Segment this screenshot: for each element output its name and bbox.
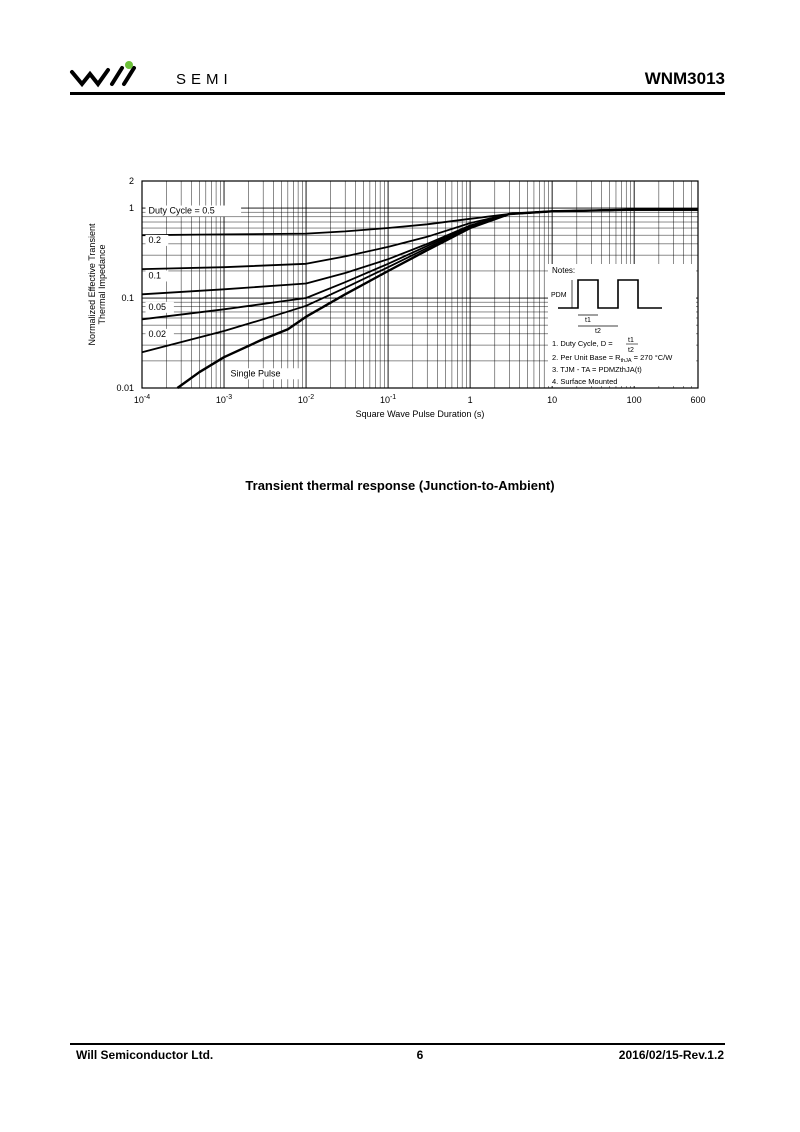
x-tick-label: 1: [468, 395, 473, 405]
y-tick-label: 1: [129, 203, 134, 213]
y-tick-label: 2: [129, 176, 134, 186]
series-label: 0.2: [148, 235, 161, 245]
chart-series: Duty Cycle = 0.5 0.2 0.1 0.05 0.02 Single Pul…: [141, 205, 698, 389]
series-label-bg: [145, 205, 242, 217]
y-axis-label: Normalized Effective Transient: [87, 223, 97, 345]
chart-axes: 10-4 10-3 10-2 10-1 1 10 100 600 2 1 0.1 0.01 Square…: [87, 176, 706, 419]
x-tick-label: 10-2: [298, 394, 314, 405]
series-label: 0.05: [148, 302, 166, 312]
logo-dot: [125, 61, 133, 69]
notes-box: [548, 264, 696, 386]
t2-label: t2: [595, 328, 601, 335]
series-label: 0.1: [148, 270, 161, 280]
x-axis-label: Square Wave Pulse Duration (s): [356, 409, 485, 419]
pdm-label: PDM: [551, 292, 567, 299]
y-axis-label: Thermal Impedance: [97, 244, 107, 324]
note-line-1: 1. Duty Cycle, D =: [552, 339, 613, 348]
footer-date-revision: 2016/02/15-Rev.1.2: [618, 1048, 724, 1062]
series-label: 0.02: [148, 329, 166, 339]
x-tick-label: 10-4: [134, 394, 150, 405]
footer-company: Will Semiconductor Ltd.: [76, 1048, 214, 1062]
part-number: WNM3013: [644, 69, 725, 88]
x-tick-label: 10-1: [380, 394, 396, 405]
note-line-3: 3. TJM - TA = PDMZthJA(t): [552, 365, 642, 374]
series-line: [141, 208, 698, 270]
note-line-4: 4. Surface Mounted: [552, 377, 617, 386]
pulse-waveform: [558, 279, 662, 309]
will-semi-logo: SEMI: [70, 61, 233, 88]
series-label-bg: [227, 368, 301, 380]
logo-text: SEMI: [176, 71, 233, 88]
x-tick-label: 10: [547, 395, 557, 405]
header-rule: [70, 92, 725, 95]
notes-title: Notes:: [552, 266, 575, 275]
note-line-2: 2. Per Unit Base = RthJA = 270 °C/W: [552, 353, 673, 364]
series-label: Single Pulse: [231, 368, 281, 378]
footer-rule: [70, 1043, 725, 1045]
series-label-bg: [145, 270, 169, 282]
figure-caption: Transient thermal response (Junction-to-…: [245, 478, 555, 493]
series-label-bg: [145, 234, 169, 246]
note-fraction-numerator: t1: [628, 337, 634, 344]
series-label-bg: [145, 328, 174, 340]
note-fraction-denominator: t2: [628, 347, 634, 354]
x-tick-label: 600: [690, 395, 705, 405]
series-label-bg: [145, 301, 174, 313]
t1-label: t1: [585, 317, 591, 324]
logo-mark: [70, 66, 136, 88]
footer-page-number: 6: [416, 1048, 424, 1062]
y-tick-label: 0.01: [116, 383, 134, 393]
transient-thermal-chart: Duty Cycle = 0.5 0.2 0.1 0.05 0.02 Single Pul…: [87, 176, 706, 419]
plot-frame: [141, 180, 699, 389]
x-tick-label: 100: [627, 395, 642, 405]
y-tick-label: 0.1: [121, 293, 134, 303]
x-tick-label: 10-3: [216, 394, 232, 405]
series-label: Duty Cycle = 0.5: [148, 206, 214, 216]
series-line: [176, 208, 698, 389]
